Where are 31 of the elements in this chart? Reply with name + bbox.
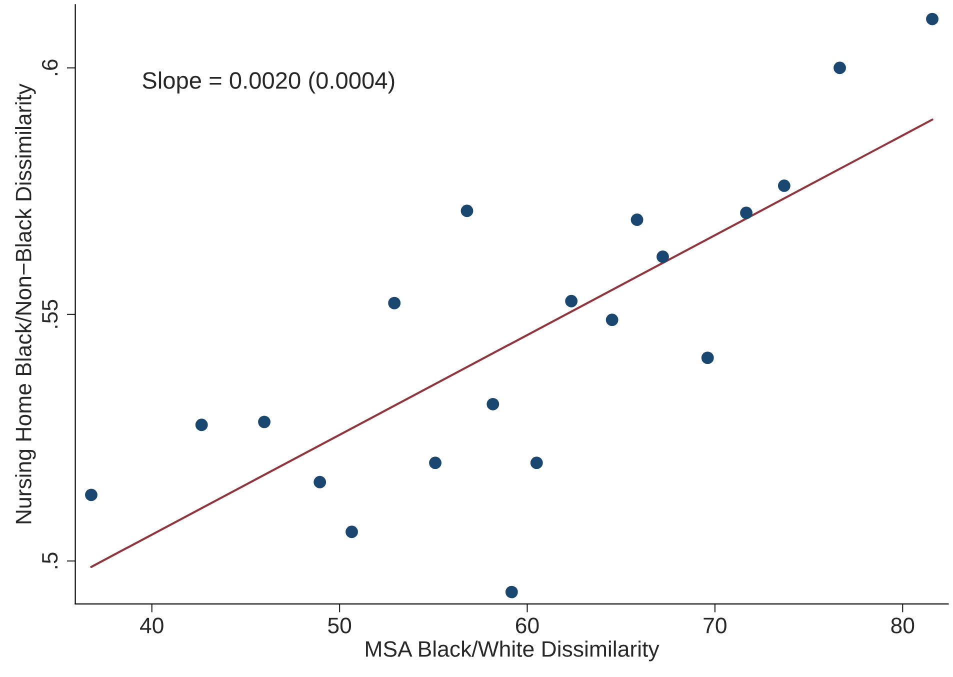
x-tick-label: 70 xyxy=(704,618,726,634)
point xyxy=(926,12,938,26)
x-tick-label: 60 xyxy=(516,618,539,634)
point xyxy=(85,488,98,502)
point xyxy=(656,250,669,263)
annotation: Slope = 0.0020 (0.0004) xyxy=(142,72,394,94)
x-tick-label: 50 xyxy=(328,618,352,634)
point xyxy=(834,62,846,74)
point xyxy=(778,180,790,192)
y-tick-label: .5 xyxy=(42,552,58,568)
point xyxy=(630,214,644,226)
point xyxy=(429,456,442,470)
point xyxy=(606,314,618,326)
y-tick-label: .6 xyxy=(42,60,58,76)
point xyxy=(740,206,752,220)
y-axis-title: Nursing Home Black/Non−Black Dissimilarity xyxy=(15,84,36,524)
x-tick-label: 80 xyxy=(891,618,914,634)
point xyxy=(701,352,714,364)
point xyxy=(314,476,326,488)
x-axis-title: MSA Black/White Dissimilarity xyxy=(366,640,660,662)
point xyxy=(505,586,518,598)
point xyxy=(388,296,401,310)
point xyxy=(486,398,500,410)
point xyxy=(530,456,543,470)
point xyxy=(565,294,578,308)
point xyxy=(346,526,358,538)
y-tick-label: .55 xyxy=(42,300,58,328)
point xyxy=(258,416,271,428)
point xyxy=(195,418,208,432)
point xyxy=(460,204,474,218)
x-tick-label: 40 xyxy=(140,618,164,634)
